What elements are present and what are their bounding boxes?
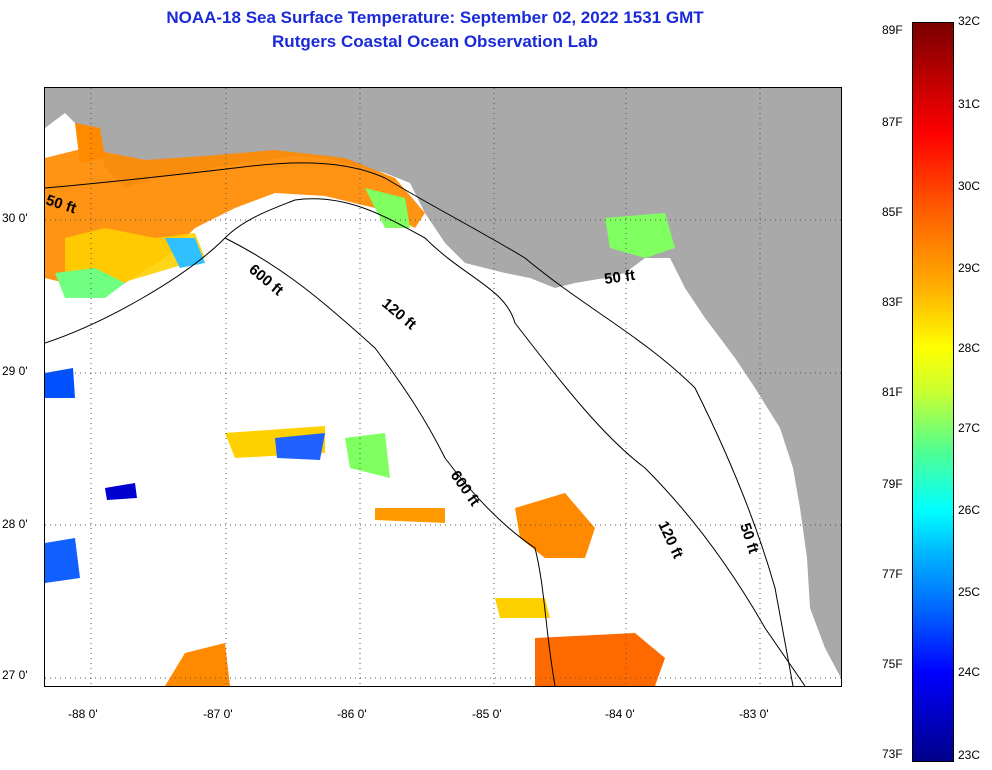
svg-text:600 ft: 600 ft [245,261,286,299]
cb-c-26: 26C [958,503,981,517]
cb-c-32: 32C [958,14,981,28]
cb-f-83: 83F [882,295,903,309]
cb-f-79: 79F [882,477,903,491]
temperature-colorbar [912,22,954,762]
map-title: NOAA-18 Sea Surface Temperature: Septemb… [166,8,704,27]
lat-label-29: 29 0' [2,364,28,378]
cb-f-87: 87F [882,115,903,129]
svg-text:600 ft: 600 ft [447,468,483,510]
lat-label-28: 28 0' [2,517,28,531]
svg-text:120 ft: 120 ft [654,519,686,562]
cb-c-29: 29C [958,261,981,275]
svg-text:50 ft: 50 ft [603,267,636,288]
lon-label-86: -86 0' [337,707,367,721]
cb-f-85: 85F [882,205,903,219]
lon-label-84: -84 0' [605,707,635,721]
lon-label-88: -88 0' [68,707,98,721]
bathymetry-contours [45,162,806,686]
cb-f-75: 75F [882,657,903,671]
cb-f-81: 81F [882,385,903,399]
lon-label-83: -83 0' [739,707,769,721]
cb-f-73: 73F [882,747,903,761]
lat-label-27: 27 0' [2,668,28,682]
lon-label-87: -87 0' [203,707,233,721]
map-subtitle: Rutgers Coastal Ocean Observation Lab [272,32,598,51]
cb-c-25: 25C [958,585,981,599]
sst-data-layer [45,123,675,686]
svg-text:50 ft: 50 ft [736,521,762,556]
cb-c-27: 27C [958,421,981,435]
cb-f-77: 77F [882,567,903,581]
svg-text:120 ft: 120 ft [378,295,419,333]
cb-c-28: 28C [958,341,981,355]
cb-c-31: 31C [958,97,981,111]
lon-label-85: -85 0' [472,707,502,721]
cb-c-24: 24C [958,665,981,679]
lat-label-30: 30 0' [2,211,28,225]
cb-c-23: 23C [958,748,981,762]
sst-map[interactable]: 50 ft 600 ft 120 ft 50 ft 600 ft 120 ft … [44,87,842,687]
cb-f-89: 89F [882,23,903,37]
cb-c-30: 30C [958,179,981,193]
